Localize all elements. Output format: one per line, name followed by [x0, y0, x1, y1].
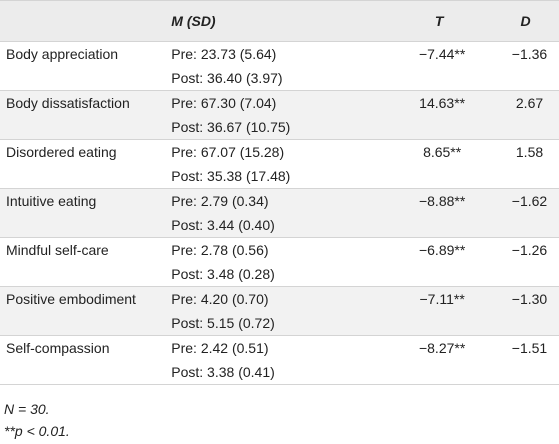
results-table: M (SD) T D Body appreciation Pre: 23.73 …	[0, 0, 559, 385]
measure-name: Self-compassion	[0, 335, 172, 385]
d-value-text: 1.58	[515, 144, 544, 160]
measure-name: Mindful self-care	[0, 237, 172, 287]
post-value: Post: 36.40 (3.97)	[171, 70, 283, 86]
post-value: Post: 3.44 (0.40)	[171, 217, 275, 233]
post-value: Post: 3.48 (0.28)	[171, 266, 275, 282]
t-value: −6.89**	[388, 237, 479, 287]
t-value: −8.27**	[388, 335, 479, 385]
pre-value: Pre: 23.73 (5.64)	[171, 46, 277, 62]
header-t: T	[388, 0, 479, 42]
header-mean-sd: M (SD)	[171, 0, 389, 42]
significance-note: **p < 0.01.	[4, 423, 70, 439]
table-row: Mindful self-care Pre: 2.78 (0.56) Post:…	[0, 237, 559, 287]
post-value: Post: 5.15 (0.72)	[171, 315, 275, 331]
t-value: −7.44**	[388, 41, 479, 91]
pre-value: Pre: 67.07 (15.28)	[171, 144, 285, 160]
t-value: 8.65**	[388, 139, 479, 189]
measure-name: Body dissatisfaction	[0, 90, 172, 140]
pre-value: Pre: 2.42 (0.51)	[171, 340, 269, 356]
d-value: −1.62	[478, 188, 559, 238]
measure-name: Disordered eating	[0, 139, 172, 189]
measure-name: Positive embodiment	[0, 286, 172, 336]
t-value-text: −8.27**	[418, 340, 466, 356]
mean-sd-cell: Pre: 67.30 (7.04) Post: 36.67 (10.75)	[171, 90, 389, 140]
d-value: −1.36	[478, 41, 559, 91]
t-value: 14.63**	[388, 90, 479, 140]
measure-name: Body appreciation	[0, 41, 172, 91]
d-value-text: −1.51	[511, 340, 548, 356]
t-value-text: −8.88**	[418, 193, 466, 209]
d-value-text: 2.67	[515, 95, 544, 111]
table-row: Positive embodiment Pre: 4.20 (0.70) Pos…	[0, 286, 559, 336]
d-value-text: −1.36	[511, 46, 548, 62]
post-value: Post: 36.67 (10.75)	[171, 119, 291, 135]
table-header-row: M (SD) T D	[0, 0, 559, 42]
d-value: −1.26	[478, 237, 559, 287]
mean-sd-cell: Pre: 4.20 (0.70) Post: 5.15 (0.72)	[171, 286, 389, 336]
pre-value: Pre: 4.20 (0.70)	[171, 291, 269, 307]
t-value-text: −7.44**	[418, 46, 466, 62]
measure-name: Intuitive eating	[0, 188, 172, 238]
post-value: Post: 35.38 (17.48)	[171, 168, 291, 184]
t-value: −7.11**	[388, 286, 479, 336]
d-value-text: −1.30	[511, 291, 548, 307]
table-row: Body appreciation Pre: 23.73 (5.64) Post…	[0, 41, 559, 91]
d-value: 2.67	[478, 90, 559, 140]
d-value: −1.30	[478, 286, 559, 336]
header-measure	[0, 0, 172, 42]
d-value: −1.51	[478, 335, 559, 385]
post-value: Post: 3.38 (0.41)	[171, 364, 275, 380]
mean-sd-cell: Pre: 23.73 (5.64) Post: 36.40 (3.97)	[171, 41, 389, 91]
d-value: 1.58	[478, 139, 559, 189]
mean-sd-cell: Pre: 2.42 (0.51) Post: 3.38 (0.41)	[171, 335, 389, 385]
t-value-text: −6.89**	[418, 242, 466, 258]
d-value-text: −1.26	[511, 242, 548, 258]
mean-sd-cell: Pre: 2.79 (0.34) Post: 3.44 (0.40)	[171, 188, 389, 238]
table-row: Disordered eating Pre: 67.07 (15.28) Pos…	[0, 139, 559, 189]
table-footnotes: N = 30. **p < 0.01.	[4, 398, 70, 442]
table-row: Self-compassion Pre: 2.42 (0.51) Post: 3…	[0, 335, 559, 385]
pre-value: Pre: 2.78 (0.56)	[171, 242, 269, 258]
t-value: −8.88**	[388, 188, 479, 238]
header-d: D	[478, 0, 559, 42]
d-value-text: −1.62	[511, 193, 548, 209]
sample-size-note: N = 30.	[4, 401, 50, 417]
table-row: Intuitive eating Pre: 2.79 (0.34) Post: …	[0, 188, 559, 238]
t-value-text: 8.65**	[423, 144, 462, 160]
t-value-text: 14.63**	[419, 95, 466, 111]
pre-value: Pre: 2.79 (0.34)	[171, 193, 269, 209]
t-value-text: −7.11**	[419, 291, 465, 307]
pre-value: Pre: 67.30 (7.04)	[171, 95, 277, 111]
table-row: Body dissatisfaction Pre: 67.30 (7.04) P…	[0, 90, 559, 140]
mean-sd-cell: Pre: 2.78 (0.56) Post: 3.48 (0.28)	[171, 237, 389, 287]
mean-sd-cell: Pre: 67.07 (15.28) Post: 35.38 (17.48)	[171, 139, 389, 189]
